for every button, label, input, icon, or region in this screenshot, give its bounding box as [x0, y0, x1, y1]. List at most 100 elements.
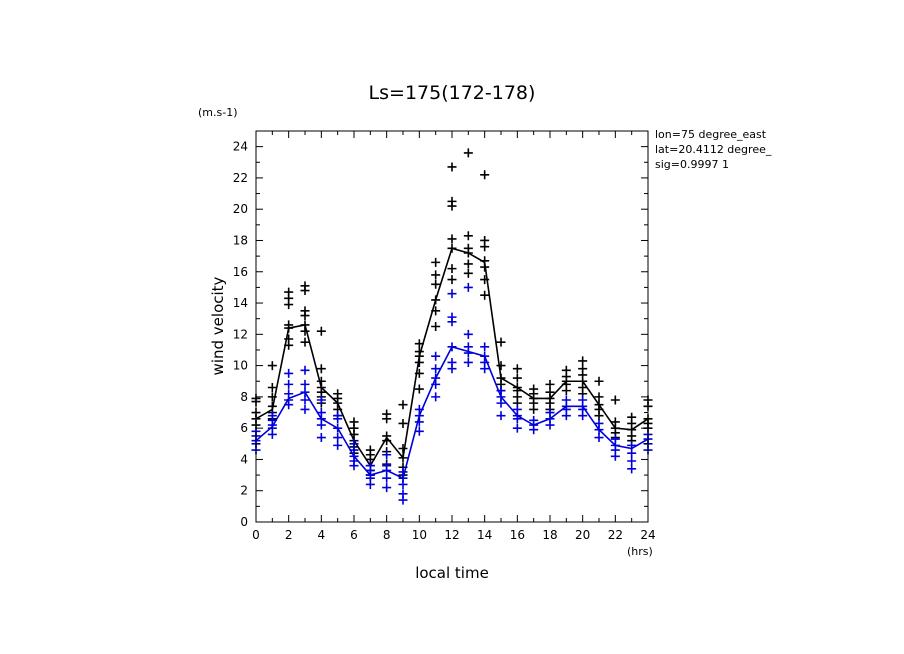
info-lon: lon=75 degree_east [655, 128, 767, 141]
black-point [545, 387, 555, 397]
black-point [447, 162, 457, 172]
blue-point [447, 357, 457, 367]
black-point [578, 356, 588, 366]
blue-point [316, 395, 326, 405]
blue-point [316, 433, 326, 443]
x-axis-label: local time [415, 564, 489, 582]
blue-point [627, 464, 637, 474]
black-point [316, 364, 326, 374]
x-tick-label: 18 [542, 528, 557, 542]
blue-point [545, 408, 555, 418]
y-unit-label: (m.s-1) [198, 106, 238, 119]
black-point [300, 306, 310, 316]
black-point [431, 270, 441, 280]
black-point [365, 445, 375, 455]
y-tick-label: 10 [233, 359, 248, 373]
blue-point [463, 282, 473, 292]
blue-point [382, 461, 392, 471]
y-tick-label: 8 [240, 390, 248, 404]
x-tick-label: 0 [252, 528, 260, 542]
black-point [316, 326, 326, 336]
axes: 0 2 4 6 8 10 12 14 16 18 20 22 240246810121416182022… [233, 130, 656, 542]
x-tick-label: 8 [383, 528, 391, 542]
blue-point [382, 450, 392, 460]
y-tick-label: 20 [233, 202, 248, 216]
blue-point [431, 351, 441, 361]
black-point [267, 361, 277, 371]
black-point [610, 395, 620, 405]
blue-point [447, 289, 457, 299]
blue-point [512, 423, 522, 433]
black-point [463, 231, 473, 241]
black-point [480, 170, 490, 180]
info-sig: sig=0.9997 1 [655, 158, 729, 171]
x-tick-label: 6 [350, 528, 358, 542]
black-point [300, 281, 310, 291]
black-point [594, 392, 604, 402]
black-point [316, 376, 326, 386]
data-marks [251, 148, 653, 505]
y-tick-label: 12 [233, 327, 248, 341]
black-point [349, 417, 359, 427]
blue-point [431, 392, 441, 402]
black-point [431, 257, 441, 267]
black-point [496, 337, 506, 347]
black-point [561, 365, 571, 375]
black-point [512, 364, 522, 374]
black-point [512, 373, 522, 383]
info-lat: lat=20.4112 degree_ [655, 143, 772, 156]
blue-point [463, 342, 473, 352]
blue-point [300, 395, 310, 405]
black-point [284, 287, 294, 297]
x-tick-label: 14 [477, 528, 492, 542]
black-point [398, 418, 408, 428]
y-axis-label: wind velocity [209, 276, 227, 375]
black-point [447, 275, 457, 285]
x-tick-label: 2 [285, 528, 293, 542]
blue-point [480, 342, 490, 352]
black-point [398, 443, 408, 453]
blue-point [431, 364, 441, 374]
blue-mean-line [255, 345, 649, 480]
black-point [447, 196, 457, 206]
blue-point [333, 433, 343, 443]
blue-point [300, 379, 310, 389]
y-tick-label: 4 [240, 452, 248, 466]
black-point [578, 364, 588, 374]
black-point [431, 279, 441, 289]
blue-point [561, 395, 571, 405]
blue-point [594, 433, 604, 443]
x-tick-label: 10 [412, 528, 427, 542]
blue-point [463, 329, 473, 339]
y-tick-label: 14 [233, 296, 248, 310]
y-tick-label: 16 [233, 265, 248, 279]
y-tick-label: 0 [240, 515, 248, 529]
blue-point [512, 404, 522, 414]
black-point [594, 376, 604, 386]
blue-point [300, 365, 310, 375]
black-point [627, 412, 637, 422]
black-point [414, 384, 424, 394]
blue-point [594, 418, 604, 428]
black-mean-line [255, 247, 649, 468]
black-point [496, 361, 506, 371]
blue-point [610, 434, 620, 444]
blue-point [267, 411, 277, 421]
blue-point [365, 461, 375, 471]
blue-point [333, 411, 343, 421]
blue-point [529, 415, 539, 425]
blue-point [349, 439, 359, 449]
black-point [480, 290, 490, 300]
blue-point [284, 379, 294, 389]
blue-point [398, 489, 408, 499]
x-tick-label: 12 [444, 528, 459, 542]
black-point [480, 235, 490, 245]
black-point [463, 243, 473, 253]
blue-point [496, 411, 506, 421]
y-tick-label: 24 [233, 140, 248, 154]
x-tick-label: 4 [318, 528, 326, 542]
black-point [447, 264, 457, 274]
black-point [463, 148, 473, 158]
